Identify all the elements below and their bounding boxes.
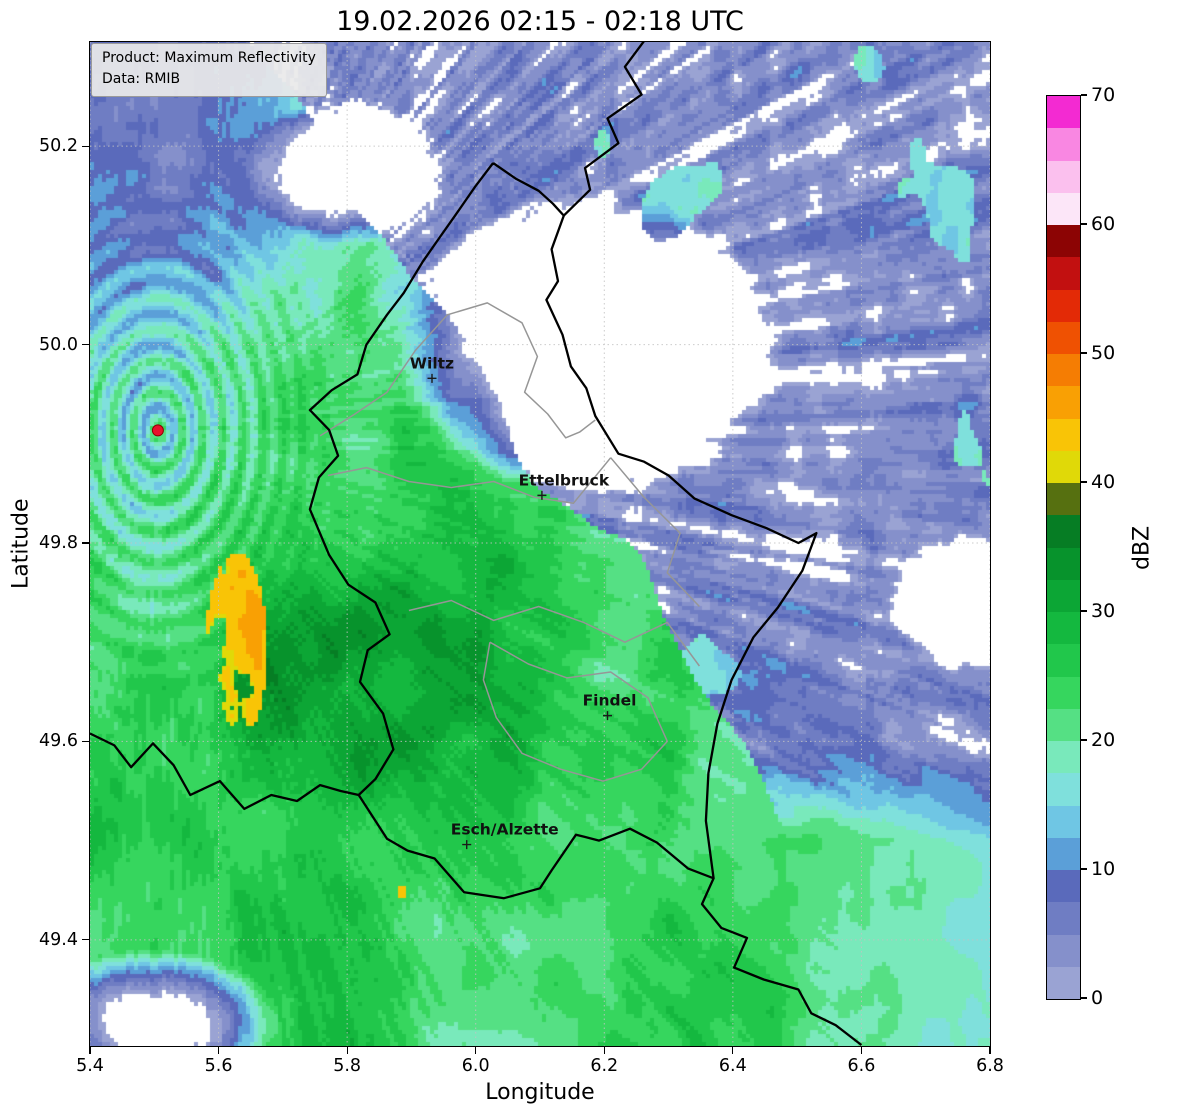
x-tick-label: 6.4 [718,1056,747,1076]
district-border [327,457,612,505]
colorbar-band [1047,644,1080,677]
colorbar-band [1047,515,1080,548]
y-tick-label: 50.0 [39,334,78,355]
colorbar-band [1047,966,1080,999]
colorbar-band [1047,547,1080,580]
x-tick-mark [217,1047,220,1054]
product-info-box: Product: Maximum Reflectivity Data: RMIB [91,43,327,97]
reflectivity-raster [90,42,990,1046]
city-label: Ettelbruck [519,471,610,489]
city-marker [603,711,612,721]
colorbar-title: dBZ [1129,525,1155,570]
colorbar-band [1047,160,1080,193]
colorbar-band [1047,257,1080,290]
radar-site-marker [151,424,164,437]
colorbar-tick-mark [1081,352,1087,354]
colorbar-tick-mark [1081,868,1087,870]
colorbar-band [1047,354,1080,387]
data-source-line: Data: RMIB [102,71,181,87]
x-tick-mark [89,1047,91,1054]
colorbar-band [1047,96,1080,129]
x-tick-mark [603,1047,605,1054]
x-axis-title: Longitude [485,1080,595,1105]
colorbar-tick-label: 60 [1091,213,1116,235]
colorbar-tick-mark [1081,997,1087,999]
y-tick-mark [82,145,89,147]
x-tick-mark [732,1047,734,1054]
city-marker [462,840,472,850]
colorbar-tick-label: 0 [1091,987,1104,1009]
city-marker [537,490,547,500]
x-tick-label: 6.6 [847,1056,876,1076]
colorbar-tick-label: 40 [1091,471,1116,493]
colorbar-tick-mark [1081,739,1087,741]
colorbar-band [1047,321,1080,354]
colorbar-band [1047,450,1080,483]
x-tick-label: 5.6 [204,1056,233,1076]
y-tick-label: 49.8 [39,533,78,553]
colorbar-band [1047,289,1080,322]
district-border [610,457,700,608]
colorbar-tick-mark [1081,481,1087,483]
city-label: Wiltz [410,354,454,372]
y-tick-mark [82,343,89,346]
x-tick-mark [346,1047,348,1054]
colorbar-band [1047,225,1080,258]
colorbar-tick-mark [1081,94,1087,96]
colorbar-band [1047,483,1080,516]
product-info-line: Product: Maximum Reflectivity [102,50,316,66]
map-plot-area: Wiltz Ettelbruck Findel Esch/Alzette Produc… [89,41,991,1047]
colorbar-band [1047,902,1080,935]
y-tick-label: 49.4 [39,929,78,950]
colorbar-band [1047,805,1080,838]
x-tick-mark [475,1047,477,1054]
colorbar-band [1047,128,1080,161]
x-tick-label: 5.4 [76,1056,104,1076]
colorbar-band [1047,773,1080,806]
district-border [482,641,669,782]
city-label: Esch/Alzette [451,821,559,839]
national-border [308,162,818,900]
colorbar-band [1047,708,1080,741]
colorbar-tick-label: 10 [1091,858,1116,880]
national-border [700,877,863,1046]
city-marker [427,373,437,383]
colorbar-tick-label: 70 [1091,84,1116,106]
y-tick-mark [82,939,89,941]
x-tick-label: 6.8 [976,1056,1004,1076]
colorbar-band [1047,612,1080,645]
colorbar-tick-mark [1081,223,1087,225]
colorbar-band [1047,741,1080,774]
colorbar [1046,95,1081,1000]
x-tick-label: 6.0 [461,1056,490,1076]
x-tick-label: 5.8 [333,1056,362,1076]
district-border [408,599,701,667]
colorbar-band [1047,418,1080,451]
colorbar-band [1047,192,1080,225]
colorbar-tick-label: 30 [1091,600,1116,622]
colorbar-band [1047,837,1080,870]
colorbar-tick-mark [1081,610,1087,612]
colorbar-band [1047,870,1080,903]
y-tick-mark [82,740,89,742]
national-border [562,42,645,217]
plot-title: 19.02.2026 02:15 - 02:18 UTC [336,6,744,37]
map-overlay: Wiltz Ettelbruck Findel Esch/Alzette [90,42,990,1046]
colorbar-tick-label: 50 [1091,342,1116,364]
colorbar-tick-label: 20 [1091,729,1116,751]
x-tick-mark [860,1047,863,1054]
district-border [319,302,596,439]
colorbar-band [1047,579,1080,612]
city-label: Findel [583,692,637,710]
y-tick-label: 50.2 [39,136,78,157]
colorbar-band [1047,934,1080,967]
x-tick-label: 6.2 [590,1056,619,1076]
national-border [90,732,359,811]
colorbar-band [1047,676,1080,709]
x-tick-mark [989,1047,991,1054]
y-tick-mark [82,542,89,544]
colorbar-band [1047,386,1080,419]
y-tick-label: 49.6 [39,731,78,752]
